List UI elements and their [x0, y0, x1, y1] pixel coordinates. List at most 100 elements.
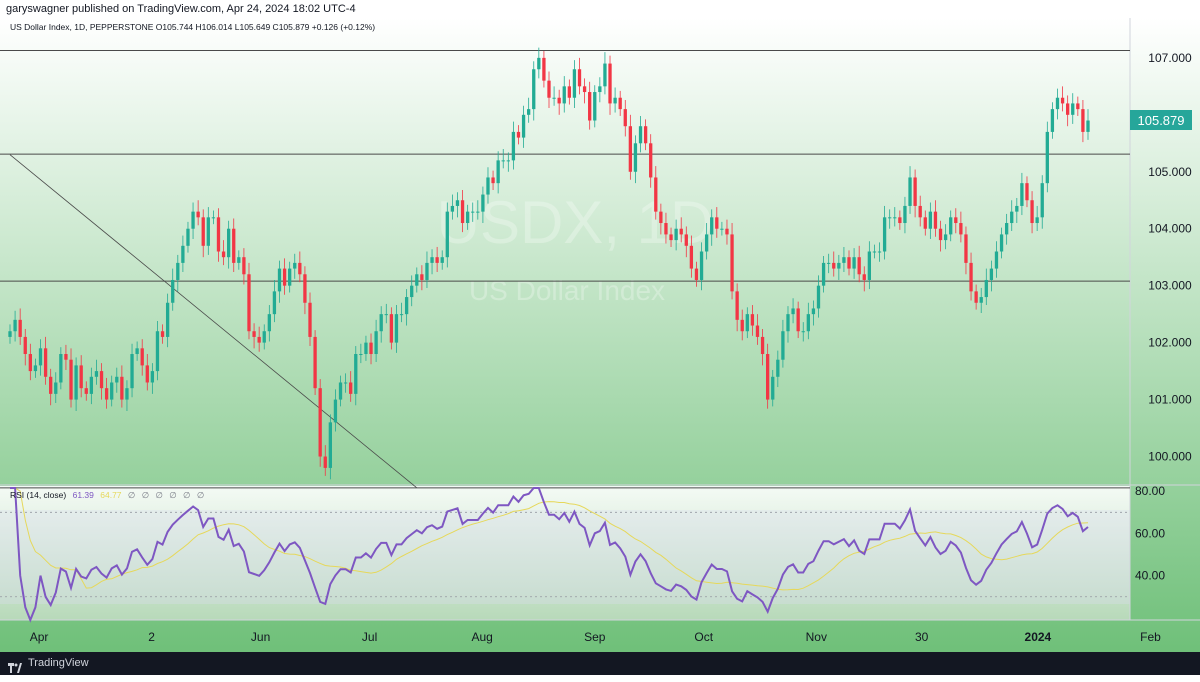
- candle-body: [389, 314, 394, 343]
- candle-body: [211, 217, 216, 219]
- price-tick-label: 100.000: [1148, 450, 1192, 464]
- candle-body: [460, 200, 465, 224]
- candle-body: [908, 177, 912, 206]
- candle-body: [547, 80, 551, 98]
- rsi-empty-value: ∅: [183, 490, 191, 500]
- candle-body: [913, 177, 917, 206]
- candle-body: [84, 388, 88, 394]
- candle-body: [354, 354, 358, 394]
- candle-body: [267, 314, 271, 332]
- candle-body: [903, 205, 907, 224]
- candle-body: [684, 234, 688, 246]
- candle-body: [13, 319, 17, 332]
- candle-body: [8, 331, 12, 337]
- candle-body: [1030, 200, 1034, 224]
- candle-body: [750, 314, 755, 326]
- candle-body: [806, 314, 810, 332]
- candle-body: [506, 160, 510, 162]
- candle-body: [715, 217, 719, 229]
- candle-body: [847, 257, 851, 269]
- candle-body: [1086, 120, 1090, 132]
- candle-body: [379, 314, 383, 332]
- candle-body: [491, 177, 495, 184]
- candle-body: [28, 354, 32, 372]
- chart-area[interactable]: USDX, 1D US Dollar Index 107.000105.0001…: [0, 18, 1200, 652]
- price-tick-label: 107.000: [1148, 51, 1192, 65]
- candle-body: [623, 109, 627, 127]
- candle-body: [176, 262, 180, 280]
- rsi-ma-value: 64.77: [100, 490, 122, 500]
- candle-body: [725, 228, 729, 235]
- candle-body: [323, 456, 327, 468]
- candle-body: [827, 262, 831, 264]
- footer-bar: TradingView: [0, 652, 1200, 675]
- candle-body: [923, 217, 927, 229]
- candle-body: [94, 371, 99, 377]
- candle-body: [99, 371, 104, 389]
- candle-body: [654, 177, 658, 212]
- price-tick-label: 103.000: [1148, 279, 1192, 293]
- candle-body: [593, 92, 597, 121]
- candle-body: [740, 319, 744, 332]
- candle-body: [89, 376, 94, 394]
- rsi-empty-value: ∅: [128, 490, 136, 500]
- candle-body: [532, 69, 536, 110]
- rsi-empty-value: ∅: [169, 490, 177, 500]
- candle-body: [420, 274, 424, 280]
- candle-body: [669, 234, 673, 241]
- candle-body: [399, 314, 404, 316]
- candle-body: [110, 382, 114, 400]
- candle-body: [765, 354, 770, 400]
- candle-body: [384, 314, 388, 316]
- candle-body: [262, 331, 266, 343]
- candle-body: [181, 245, 185, 263]
- time-tick-label: 2024: [1025, 630, 1052, 644]
- candle-body: [882, 217, 887, 252]
- candle-body: [888, 217, 892, 219]
- candle-body: [933, 211, 938, 229]
- candle-body: [816, 285, 821, 309]
- candle-body: [471, 211, 475, 213]
- horizontal-lines[interactable]: [0, 49, 1130, 489]
- candle-body: [43, 348, 48, 377]
- candle-body: [638, 126, 643, 144]
- time-tick-label: Oct: [694, 630, 713, 644]
- candle-body: [130, 354, 134, 389]
- candle-body: [572, 69, 577, 98]
- rsi-tick-label: 80.00: [1135, 484, 1165, 498]
- candle-body: [150, 371, 155, 383]
- candle-body: [272, 291, 277, 315]
- candle-body: [145, 365, 149, 383]
- candle-body: [1045, 131, 1049, 184]
- trend-line[interactable]: [9, 154, 418, 489]
- candle-body: [481, 194, 485, 212]
- candle-body: [689, 245, 694, 269]
- candle-body: [171, 279, 175, 303]
- candle-body: [455, 200, 460, 206]
- candle-body: [1015, 205, 1019, 212]
- candle-body: [303, 274, 307, 303]
- candle-body: [486, 177, 490, 195]
- candle-body: [1066, 103, 1070, 115]
- price-tick-label: 105.000: [1148, 165, 1192, 179]
- candle-body: [989, 268, 994, 280]
- time-tick-label: Jul: [362, 630, 377, 644]
- candle-body: [552, 97, 556, 99]
- candle-body: [277, 268, 282, 292]
- candle-body: [898, 217, 902, 224]
- candle-body: [476, 211, 480, 213]
- candle-body: [603, 63, 607, 87]
- candle-body: [943, 234, 948, 241]
- candle-body: [79, 365, 83, 389]
- time-tick-label: 30: [915, 630, 929, 644]
- rsi-empty-value: ∅: [142, 490, 150, 500]
- candle-body: [349, 382, 353, 394]
- candle-body: [974, 291, 978, 303]
- candle-body: [120, 376, 124, 400]
- rsi-empty-value: ∅: [155, 490, 163, 500]
- time-tick-label: 2: [148, 630, 155, 644]
- candle-body: [1025, 183, 1029, 201]
- time-tick-label: Apr: [30, 630, 49, 644]
- last-price-tag: [1130, 110, 1192, 130]
- price-tick-label: 101.000: [1148, 393, 1192, 407]
